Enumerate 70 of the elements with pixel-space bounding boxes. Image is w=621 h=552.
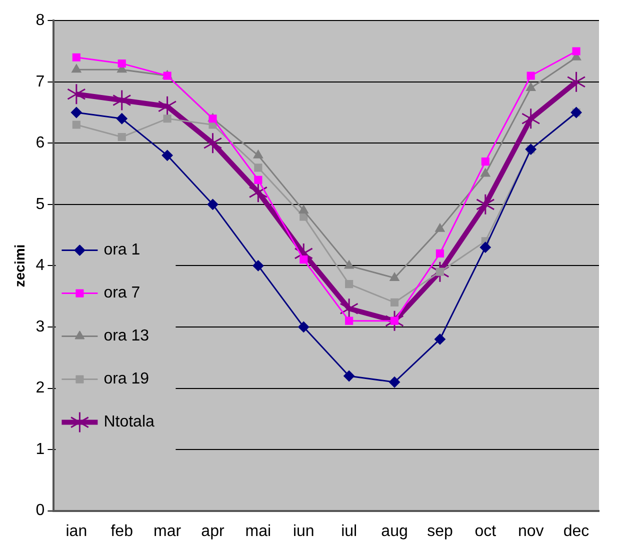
point — [67, 83, 86, 105]
point — [345, 316, 354, 325]
point — [298, 205, 308, 214]
point — [476, 194, 495, 216]
point — [254, 176, 262, 184]
x-tick-label: dec — [563, 522, 590, 540]
point — [118, 132, 126, 142]
point — [254, 164, 262, 172]
x-tick-label: iun — [292, 522, 314, 540]
point — [112, 90, 132, 112]
point — [298, 321, 310, 332]
x-tick-label: apr — [201, 522, 225, 540]
point — [481, 157, 490, 166]
point — [480, 242, 491, 253]
point — [162, 150, 173, 161]
x-tick-label: iul — [341, 522, 358, 540]
point — [72, 64, 82, 73]
point — [521, 108, 540, 130]
y-tick-label: 8 — [36, 12, 45, 30]
point — [116, 113, 128, 124]
legend-label: ora 13 — [104, 328, 150, 345]
point — [70, 107, 82, 118]
point — [436, 249, 444, 258]
point — [72, 53, 80, 62]
point — [344, 370, 355, 382]
legend-label: ora 19 — [104, 370, 150, 388]
point — [118, 59, 126, 68]
y-tick-label: 4 — [36, 257, 45, 274]
point — [435, 223, 445, 232]
point — [430, 261, 450, 283]
y-tick-label: 6 — [36, 134, 45, 152]
y-tick-label: 3 — [36, 318, 45, 336]
y-tick-label: 5 — [36, 196, 45, 213]
x-tick-label: mai — [245, 522, 272, 540]
point — [72, 120, 80, 129]
legend-label: Ntotala — [104, 414, 154, 431]
x-tick-label: mar — [154, 522, 182, 540]
point — [300, 256, 308, 264]
x-tick-label: aug — [381, 522, 408, 540]
point — [344, 260, 354, 269]
point — [389, 376, 400, 388]
y-tick-label: 1 — [36, 440, 45, 458]
y-axis-title: zecimi — [11, 244, 28, 288]
point — [163, 114, 172, 123]
point — [207, 198, 218, 210]
y-tick-label: 7 — [36, 73, 45, 90]
x-tick-label: feb — [110, 522, 134, 540]
legend-label: ora 1 — [104, 242, 140, 259]
point — [390, 298, 399, 306]
legend-label: ora 7 — [104, 284, 140, 302]
x-tick-label: ian — [66, 522, 88, 540]
point — [203, 132, 222, 154]
point — [390, 316, 399, 325]
x-tick-label: nov — [518, 522, 544, 540]
point — [572, 47, 580, 56]
x-tick-label: sep — [427, 522, 453, 540]
point — [385, 310, 404, 332]
point — [526, 82, 536, 92]
point — [390, 272, 400, 281]
y-tick-label: 2 — [36, 380, 45, 397]
y-tick-label: 0 — [36, 502, 45, 520]
point — [253, 150, 264, 158]
point — [434, 334, 446, 345]
point — [436, 268, 444, 276]
point — [252, 260, 264, 272]
x-tick-label: oct — [474, 522, 497, 540]
point — [526, 72, 535, 80]
point — [480, 168, 490, 177]
point — [345, 280, 354, 288]
point — [566, 71, 586, 93]
